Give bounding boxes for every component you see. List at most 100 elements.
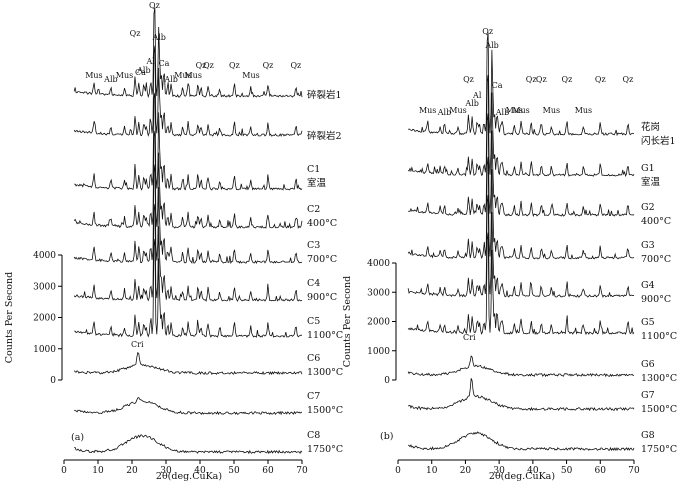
y-tick-label: 4000	[33, 251, 56, 261]
trace-sublabel: 400°C	[307, 218, 337, 229]
trace-label: 碎裂岩2	[307, 130, 342, 142]
xrd-trace	[73, 130, 303, 230]
trace-sublabel: 1500°C	[307, 405, 343, 416]
trace-sublabel: 1750°C	[641, 444, 677, 455]
xrd-trace	[73, 164, 303, 265]
peak-label: Mus	[419, 106, 436, 115]
panel-label: (b)	[380, 431, 394, 442]
peak-label: Qz	[482, 27, 493, 36]
panel-label: (a)	[71, 432, 84, 443]
peak-label: Alb	[103, 75, 117, 84]
trace-sublabel: 700°C	[641, 254, 671, 265]
cristobalite-label: Cri	[131, 340, 144, 349]
trace-label: G3	[641, 240, 655, 251]
panel-b: 0 10 20 30 40 50 60 70 2θ(deg.CuKa) 0 1000 2000 3000…	[342, 27, 677, 481]
trace-label: C8	[307, 430, 320, 441]
peak-label: Mus	[543, 106, 560, 115]
peak-label: Qz	[203, 61, 214, 70]
peak-label: Alb	[495, 108, 509, 117]
trace-sublabel: 1300°C	[307, 367, 343, 378]
trace-label: G5	[641, 317, 655, 328]
trace-label: G6	[641, 359, 655, 370]
peak-label: Mus	[449, 106, 466, 115]
x-tick-label: 20	[460, 466, 472, 476]
peak-label: Qz	[463, 75, 474, 84]
trace-label: C2	[307, 204, 320, 215]
x-tick-label: 40	[527, 466, 539, 476]
trace-label: G7	[641, 390, 655, 401]
trace-label: G4	[641, 280, 655, 291]
y-tick-label: 2000	[367, 318, 390, 328]
x-tick-label: 50	[561, 466, 573, 476]
xrd-trace	[73, 351, 303, 376]
peak-label: Ca	[135, 68, 146, 77]
trace-sublabel: 1500°C	[641, 404, 677, 415]
xrd-trace	[407, 232, 635, 336]
peak-label: Mus	[575, 106, 592, 115]
trace-label: C6	[307, 353, 320, 364]
peak-label: Mus	[184, 71, 201, 80]
xrd-trace	[407, 194, 635, 298]
xrd-trace	[407, 32, 635, 137]
peak-label: Mus	[506, 106, 523, 115]
xrd-trace	[408, 113, 635, 218]
x-tick-label: 30	[160, 466, 172, 476]
xrd-trace	[74, 92, 303, 191]
trace-label: C3	[307, 240, 320, 251]
x-tick-label: 40	[194, 466, 206, 476]
xrd-trace	[73, 45, 303, 137]
peak-label: Alb	[151, 33, 165, 42]
trace-sublabel: 700°C	[307, 254, 337, 265]
peak-label: Qz	[290, 61, 301, 70]
xrd-trace	[74, 434, 303, 455]
y-tick-label: 3000	[33, 282, 56, 292]
x-tick-label: 10	[426, 466, 438, 476]
trace-sublabel: 闪长岩1	[641, 135, 676, 147]
x-tick-label: 70	[296, 466, 308, 476]
xrd-trace	[407, 74, 635, 178]
trace-sublabel: 室温	[307, 177, 327, 189]
trace-label: G2	[641, 202, 655, 213]
trace-sublabel: 室温	[641, 176, 661, 188]
x-tick-label: 50	[228, 466, 240, 476]
y-axis-title: Counts Per Second	[342, 276, 353, 367]
xrd-trace	[408, 378, 635, 412]
peak-label: Mus	[242, 71, 259, 80]
x-tick-label: 60	[262, 466, 274, 476]
trace-sublabel: 900°C	[307, 292, 337, 303]
trace-label: C4	[307, 278, 320, 289]
peak-label: Qz	[263, 61, 274, 70]
peak-label: Mus	[512, 106, 529, 115]
peak-label: Alb	[464, 99, 478, 108]
y-tick-label: 0	[50, 376, 56, 386]
y-tick-label: 3000	[367, 288, 390, 298]
x-tick-label: 20	[126, 466, 138, 476]
peak-label: Mus	[116, 71, 133, 80]
x-tick-label: 0	[395, 466, 401, 476]
peak-label: Qz	[623, 75, 634, 84]
y-tick-label: 1000	[33, 345, 56, 355]
y-tick-label: 0	[384, 376, 390, 386]
peak-label: Ca	[492, 81, 503, 90]
peak-label: Qz	[130, 29, 141, 38]
peak-label: Al	[472, 91, 482, 100]
y-tick-label: 1000	[367, 347, 390, 357]
peak-label: Qz	[595, 75, 606, 84]
trace-label: C5	[307, 316, 320, 327]
peak-label: Mus	[174, 71, 191, 80]
xrd-trace	[407, 355, 635, 378]
trace-label: C7	[307, 391, 320, 402]
peak-label: Ca	[159, 59, 170, 68]
x-tick-label: 30	[493, 466, 505, 476]
peak-label: Alb	[437, 108, 451, 117]
trace-label: C1	[307, 164, 320, 175]
peak-label: Qz	[562, 75, 573, 84]
trace-sublabel: 1750°C	[307, 444, 343, 455]
trace-label: 花岗	[641, 121, 660, 133]
peak-label: Mus	[85, 71, 102, 80]
trace-label: 碎裂岩1	[307, 89, 342, 101]
y-axis-title: Counts Per Second	[4, 272, 15, 363]
trace-sublabel: 400°C	[641, 216, 671, 227]
peak-label: Alb	[484, 41, 498, 50]
